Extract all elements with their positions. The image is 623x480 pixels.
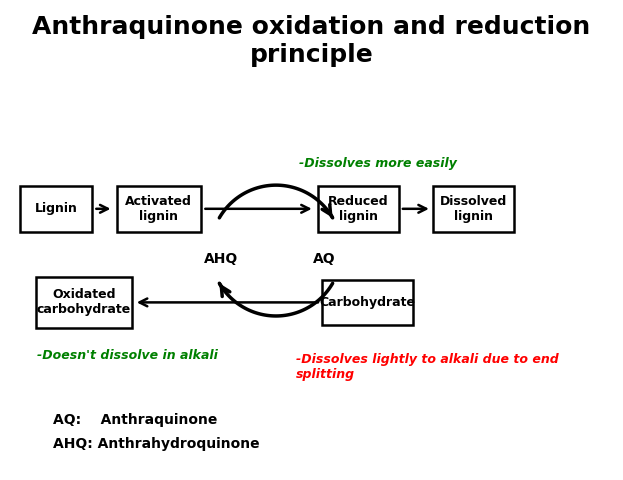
Text: AQ:    Anthraquinone: AQ: Anthraquinone xyxy=(53,413,217,427)
Text: Carbohydrate: Carbohydrate xyxy=(320,296,416,309)
Text: -Dissolves lightly to alkali due to end
splitting: -Dissolves lightly to alkali due to end … xyxy=(296,353,559,381)
Text: AHQ: AHQ xyxy=(204,252,238,266)
Text: -Dissolves more easily: -Dissolves more easily xyxy=(299,156,457,170)
FancyBboxPatch shape xyxy=(318,186,399,232)
Text: -Doesn't dissolve in alkali: -Doesn't dissolve in alkali xyxy=(37,348,218,362)
FancyBboxPatch shape xyxy=(323,279,412,325)
Text: AQ: AQ xyxy=(313,252,335,266)
FancyBboxPatch shape xyxy=(433,186,514,232)
FancyBboxPatch shape xyxy=(20,186,92,232)
Text: Oxidated
carbohydrate: Oxidated carbohydrate xyxy=(37,288,131,316)
Text: Reduced
lignin: Reduced lignin xyxy=(328,195,389,223)
Text: AHQ: Anthrahydroquinone: AHQ: Anthrahydroquinone xyxy=(53,437,260,451)
Text: Activated
lignin: Activated lignin xyxy=(125,195,193,223)
Text: Dissolved
lignin: Dissolved lignin xyxy=(440,195,507,223)
Text: Anthraquinone oxidation and reduction
principle: Anthraquinone oxidation and reduction pr… xyxy=(32,15,591,67)
FancyBboxPatch shape xyxy=(36,277,133,327)
Text: Lignin: Lignin xyxy=(35,202,77,216)
FancyBboxPatch shape xyxy=(117,186,201,232)
